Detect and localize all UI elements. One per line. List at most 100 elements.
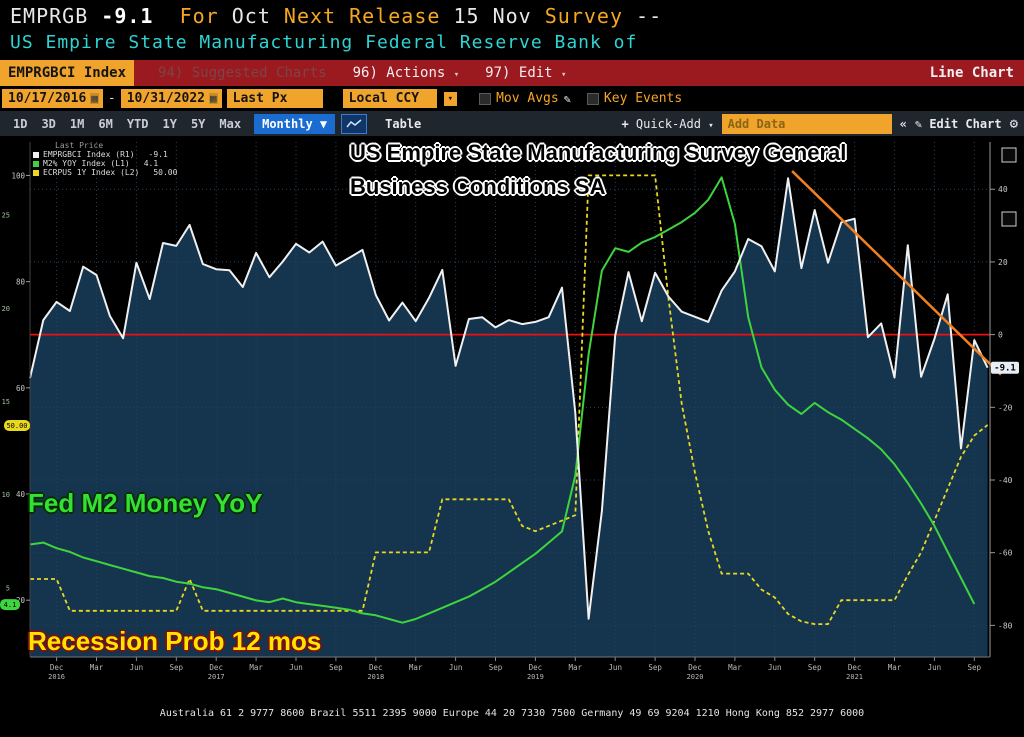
right-tick-label: -40: [998, 476, 1013, 485]
period-button-6m[interactable]: 6M: [98, 116, 113, 131]
right-tick-label: 40: [998, 185, 1008, 194]
x-tick-label: Sep: [489, 663, 503, 672]
x-tick-label: Mar: [569, 663, 583, 672]
x-year-label: 2020: [687, 673, 704, 681]
x-tick-label: Dec: [50, 663, 64, 672]
security-input[interactable]: EMPRGBCI Index: [0, 60, 135, 86]
period-button-1d[interactable]: 1D: [13, 116, 28, 131]
x-tick-label: Jun: [289, 663, 303, 672]
gear-icon[interactable]: ⚙: [1009, 115, 1018, 132]
series-ecrpus-1y-index[interactable]: [30, 174, 989, 625]
edit-menu[interactable]: 97) Edit ▾: [485, 65, 567, 81]
pencil-icon[interactable]: ✎: [563, 91, 571, 106]
currency-select[interactable]: Local CCY: [342, 89, 437, 108]
start-date-input[interactable]: 10/17/2016 ▦: [2, 89, 103, 108]
m2-tick-label: 20: [2, 305, 10, 313]
period-button-1y[interactable]: 1Y: [162, 116, 177, 131]
m2-tick-label: 15: [2, 398, 10, 406]
prob-tick-label: 60: [16, 384, 26, 393]
actions-menu[interactable]: 96) Actions ▾: [352, 65, 460, 81]
date-options-bar: 10/17/2016 ▦ - 10/31/2022 ▦ Last Px Local …: [0, 86, 1024, 111]
x-tick-label: Mar: [409, 663, 423, 672]
right-tick-label: 20: [998, 258, 1008, 267]
badge-text: -9.1: [994, 364, 1016, 374]
right-tick-label: 0: [998, 331, 1003, 340]
price-field-select[interactable]: Last Px: [226, 89, 323, 108]
series-emprgbci-index[interactable]: [29, 177, 989, 620]
security-headline: EMPRGB -9.1 For Oct Next Release 15 Nov …: [10, 4, 663, 28]
x-tick-label: Jun: [608, 663, 622, 672]
badge-text: 4.1: [4, 601, 17, 609]
x-year-label: 2021: [846, 673, 863, 681]
pane-button-icon[interactable]: [1001, 211, 1017, 227]
prob-tick-label: 80: [16, 278, 26, 287]
legend-label: M2% YOY Index (L1): [43, 159, 130, 168]
x-year-label: 2017: [208, 673, 225, 681]
period-button-3d[interactable]: 3D: [41, 116, 56, 131]
date-range-dash: -: [107, 91, 116, 106]
mov-avgs-label[interactable]: Mov Avgs: [496, 91, 559, 106]
annotation-recession[interactable]: Recession Prob 12 mos: [28, 626, 322, 656]
security-description: US Empire State Manufacturing Federal Re…: [10, 32, 638, 53]
mov-avgs-checkbox[interactable]: [479, 92, 492, 105]
chart-canvas[interactable]: 40 20 0 -20 -40 -60 -80 100 80 60 40 20 25 20 15 10 5 Dec…: [0, 136, 1024, 684]
x-tick-label: Sep: [968, 663, 982, 672]
chart-type-label: Line Chart: [929, 65, 1014, 81]
x-tick-label: Mar: [90, 663, 104, 672]
legend-value: -9.1: [148, 150, 168, 159]
chart-style-button[interactable]: [341, 113, 368, 134]
x-year-label: 2016: [48, 673, 65, 681]
period-button-1m[interactable]: 1M: [69, 116, 85, 131]
end-date-input[interactable]: 10/31/2022 ▦: [120, 89, 222, 108]
frequency-select[interactable]: Monthly ▼: [254, 113, 336, 134]
x-tick-label: Sep: [170, 663, 184, 672]
headline-value: -9.1: [101, 4, 154, 28]
legend-row[interactable]: ECRPUS 1Y Index (L2) 50.00: [33, 168, 177, 177]
x-tick-label: Jun: [449, 663, 463, 672]
table-button[interactable]: Table: [385, 116, 422, 131]
legend-row[interactable]: M2% YOY Index (L1) 4.1: [33, 159, 177, 168]
suggested-charts-menu[interactable]: 94) Suggested Charts: [158, 65, 327, 81]
titlebar: EMPRGB -9.1 For Oct Next Release 15 Nov …: [0, 0, 1024, 56]
legend-swatch: [33, 151, 39, 158]
last-value-badge-right: [991, 361, 1019, 374]
x-tick-label: Dec: [848, 663, 862, 672]
prob-tick-label: 20: [16, 596, 26, 605]
right-tick-label: -20: [998, 403, 1013, 412]
x-tick-label: Mar: [249, 663, 263, 672]
key-events-label[interactable]: Key Events: [603, 91, 683, 106]
period-button-max[interactable]: Max: [219, 116, 242, 131]
x-tick-label: Dec: [369, 663, 383, 672]
edit-chart-button[interactable]: ✎ Edit Chart: [914, 116, 1002, 131]
calendar-icon[interactable]: ▦: [209, 92, 218, 105]
pane-button-icon[interactable]: [1001, 147, 1017, 163]
currency-dropdown-arrow[interactable]: ▾: [443, 91, 458, 106]
pencil-icon: ✎: [914, 116, 923, 131]
line-chart-icon: [346, 118, 362, 127]
last-value-badge-prob: [4, 419, 30, 431]
legend-label: EMPRGBCI Index (R1): [43, 150, 135, 159]
x-tick-label: Sep: [329, 663, 343, 672]
x-year-label: 2019: [527, 673, 544, 681]
period-button-5y[interactable]: 5Y: [190, 116, 206, 131]
legend-row[interactable]: EMPRGBCI Index (R1) -9.1: [33, 150, 177, 159]
trend-line[interactable]: [791, 170, 1002, 376]
x-tick-label: Dec: [688, 663, 702, 672]
key-events-checkbox[interactable]: [586, 92, 599, 105]
quick-add-button[interactable]: + Quick-Add ▾: [621, 116, 714, 131]
m2-tick-label: 10: [2, 491, 10, 499]
series-m2-yoy-index[interactable]: [29, 176, 976, 624]
legend-label: ECRPUS 1Y Index (L2): [43, 168, 140, 177]
annotation-chart-title[interactable]: US Empire State Manufacturing Survey Gen…: [350, 140, 847, 199]
period-button-ytd[interactable]: YTD: [126, 116, 149, 131]
add-data-input[interactable]: Add Data: [721, 113, 892, 134]
footer-phones-1: Australia 61 2 9777 8600 Brazil 5511 239…: [159, 708, 865, 719]
calendar-icon[interactable]: ▦: [90, 92, 99, 105]
legend-swatch: [33, 169, 39, 176]
chart-area[interactable]: 40 20 0 -20 -40 -60 -80 100 80 60 40 20 25 20 15 10 5 Dec…: [0, 136, 1024, 684]
x-tick-label: Sep: [648, 663, 662, 672]
collapse-chevrons-icon[interactable]: «: [899, 116, 907, 131]
chart-legend[interactable]: Last Price EMPRGBCI Index (R1) -9.1 M2% YO…: [33, 141, 177, 177]
annotation-m2[interactable]: Fed M2 Money YoY: [28, 488, 263, 518]
